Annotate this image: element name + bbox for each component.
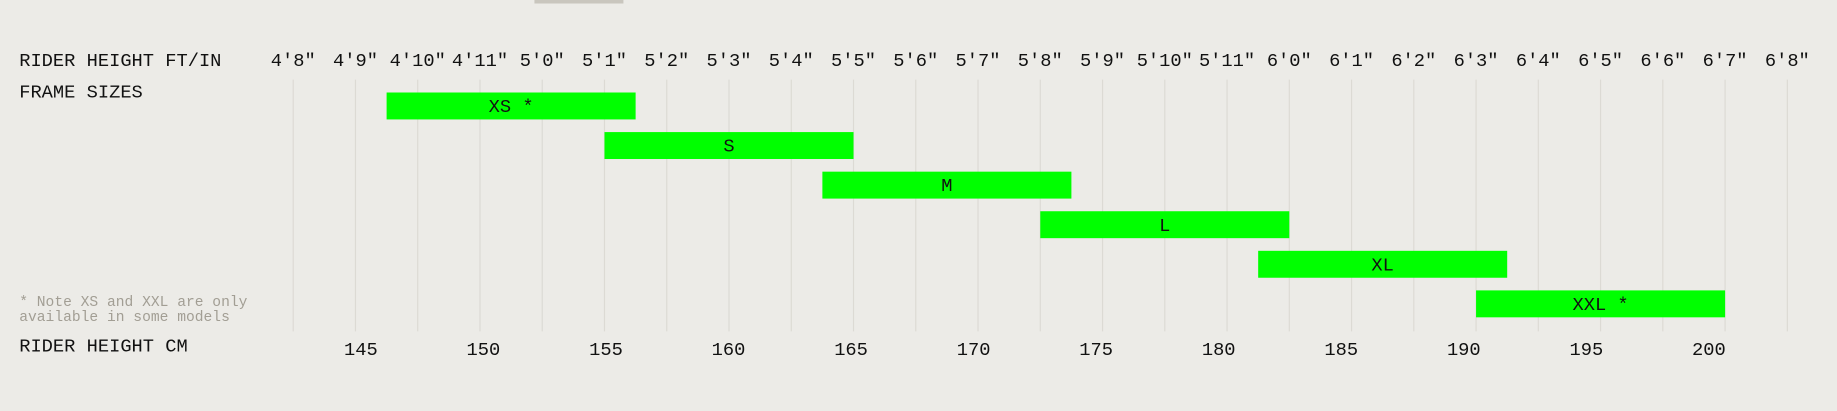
x2-tick-label: 155 bbox=[589, 339, 623, 361]
x-tick-label: 6'1" bbox=[1329, 50, 1374, 72]
x2-tick-label: 185 bbox=[1324, 339, 1358, 361]
x-tick-label: 5'9" bbox=[1080, 50, 1125, 72]
bar bbox=[1040, 211, 1290, 239]
x2-tick-label: 175 bbox=[1079, 339, 1113, 361]
x-tick-label: 5'6" bbox=[893, 50, 938, 72]
x-tick-label: 6'4" bbox=[1516, 50, 1561, 72]
bar-label: XXL * bbox=[1572, 294, 1628, 316]
x-tick-label: 4'11" bbox=[452, 50, 508, 72]
x-tick-label: 5'4" bbox=[769, 50, 814, 72]
bar-label: L bbox=[1159, 215, 1170, 237]
x-tick-label: 6'6" bbox=[1640, 50, 1685, 72]
x-axis-label: RIDER HEIGHT FT/IN bbox=[19, 50, 221, 72]
x-tick-label: 5'1" bbox=[582, 50, 627, 72]
bar bbox=[386, 92, 636, 120]
x-tick-label: 4'9" bbox=[333, 50, 378, 72]
bar-label: XL bbox=[1371, 254, 1393, 276]
x2-tick-label: 170 bbox=[957, 339, 991, 361]
x-tick-label: 5'7" bbox=[956, 50, 1001, 72]
bar bbox=[822, 171, 1072, 199]
note: * Note XS and XXL are only bbox=[19, 295, 247, 311]
x2-tick-label: 195 bbox=[1570, 339, 1604, 361]
x-tick-label: 4'8" bbox=[271, 50, 316, 72]
x-tick-label: 6'3" bbox=[1454, 50, 1499, 72]
bar bbox=[604, 132, 854, 160]
bar-label: S bbox=[723, 136, 734, 158]
bar bbox=[1258, 250, 1508, 278]
x-tick-label: 6'0" bbox=[1267, 50, 1312, 72]
x2-tick-label: 200 bbox=[1692, 339, 1726, 361]
x-tick-label: 5'3" bbox=[707, 50, 752, 72]
x-tick-label: 5'0" bbox=[520, 50, 565, 72]
y-axis-label: FRAME SIZES bbox=[19, 81, 143, 103]
x2-tick-label: 165 bbox=[834, 339, 868, 361]
x-tick-label: 6'2" bbox=[1391, 50, 1436, 72]
bar bbox=[1476, 290, 1726, 318]
bar-label: XS * bbox=[489, 96, 534, 118]
x2-tick-label: 190 bbox=[1447, 339, 1481, 361]
note: available in some models bbox=[19, 310, 230, 326]
x-tick-label: 5'11" bbox=[1199, 50, 1255, 72]
bar-label: M bbox=[941, 175, 952, 197]
x-tick-label: 6'8" bbox=[1765, 50, 1810, 72]
x-tick-label: 5'8" bbox=[1018, 50, 1063, 72]
x-tick-label: 5'10" bbox=[1137, 50, 1193, 72]
x-tick-label: 5'5" bbox=[831, 50, 876, 72]
x2-tick-label: 150 bbox=[467, 339, 501, 361]
x2-axis-label: RIDER HEIGHT CM bbox=[19, 336, 188, 358]
x2-tick-label: 160 bbox=[712, 339, 746, 361]
tab-indicator bbox=[534, 0, 624, 4]
x-tick-label: 4'10" bbox=[390, 50, 446, 72]
x-tick-label: 5'2" bbox=[644, 50, 689, 72]
x2-tick-label: 180 bbox=[1202, 339, 1236, 361]
x2-tick-label: 145 bbox=[344, 339, 378, 361]
x-tick-label: 6'7" bbox=[1703, 50, 1748, 72]
x-tick-label: 6'5" bbox=[1578, 50, 1623, 72]
